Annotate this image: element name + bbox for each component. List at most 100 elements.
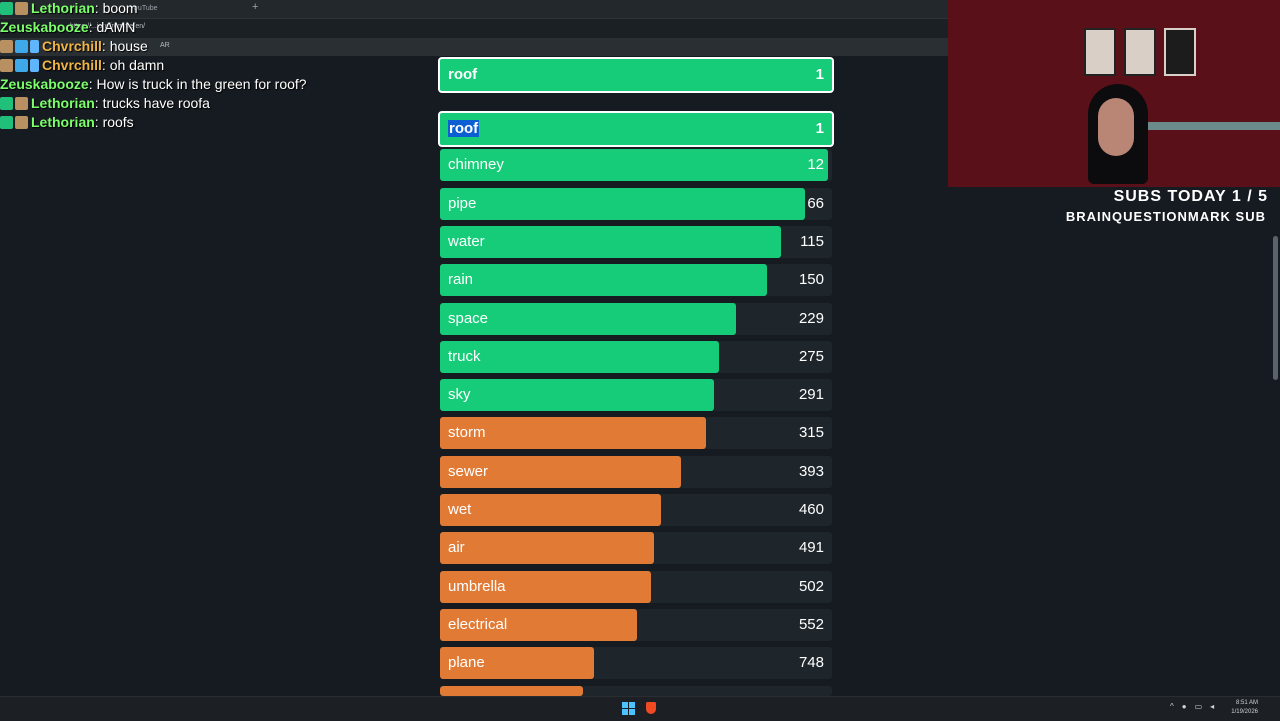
volume-icon[interactable]: ◂ xyxy=(1210,702,1215,711)
guess-row: electrical 552 xyxy=(440,609,832,641)
guess-word: rain xyxy=(448,271,474,288)
chat-username: Lethorian xyxy=(31,114,95,130)
similarity-bar xyxy=(440,532,654,564)
similarity-bar xyxy=(440,303,736,335)
windows-start-icon[interactable] xyxy=(622,702,635,715)
badge-icon xyxy=(15,1,28,15)
similarity-bar xyxy=(440,149,828,181)
guess-row: roof 1 xyxy=(438,111,834,147)
guess-rank: 66 xyxy=(807,195,824,212)
chat-username: Chvrchill xyxy=(42,57,102,73)
system-clock[interactable]: 8:51 AM 1/19/2026 xyxy=(1228,699,1258,717)
chat-text: boom xyxy=(102,0,138,16)
guess-word: wet xyxy=(448,501,472,518)
clock-date: 1/19/2026 xyxy=(1231,709,1258,715)
guess-word: chimney xyxy=(448,156,504,173)
chevron-up-icon[interactable]: ^ xyxy=(1170,702,1174,711)
guess-row: umbrella 502 xyxy=(440,571,832,603)
chat-message: Chvrchill: house xyxy=(0,36,148,56)
chat-username: Zeuskabooze xyxy=(0,76,89,92)
badge-icon xyxy=(15,58,28,72)
guess-rank: 115 xyxy=(800,233,824,250)
guess-rank: 315 xyxy=(798,424,824,441)
guess-rank: 552 xyxy=(798,616,824,633)
system-tray: ^ ● ▭ ◂ xyxy=(1170,702,1214,711)
chat-text: trucks have roofa xyxy=(102,95,210,111)
chat-message: Zeuskabooze: How is truck in the green f… xyxy=(0,76,307,92)
chat-username: Lethorian xyxy=(31,0,95,16)
chat-username: Zeuskabooze xyxy=(0,19,89,35)
guess-rank: 150 xyxy=(798,271,824,288)
chat-text: dAMN xyxy=(96,19,136,35)
chat-message: Zeuskabooze: dAMN xyxy=(0,19,136,35)
mic-icon[interactable]: ● xyxy=(1181,702,1187,711)
guess-rank: 460 xyxy=(798,501,824,518)
brave-shield-icon xyxy=(646,702,656,714)
guess-word: water xyxy=(448,233,485,250)
similarity-bar xyxy=(440,264,767,296)
guess-row: sky 291 xyxy=(440,379,832,411)
guess-row: storm 315 xyxy=(440,417,832,449)
bookmarks-bar: AR xyxy=(0,38,948,56)
guess-row: pipe 66 xyxy=(440,188,832,220)
brave-browser-icon[interactable] xyxy=(643,700,659,717)
taskbar: ^ ● ▭ ◂ 8:51 AM 1/19/2026 xyxy=(0,696,1280,721)
sword-icon xyxy=(30,39,39,53)
badge-icon xyxy=(0,58,13,72)
badges xyxy=(0,1,28,15)
scrollbar-thumb[interactable] xyxy=(1273,236,1278,380)
guess-rank: 229 xyxy=(798,310,824,327)
guess-word: pipe xyxy=(448,195,477,212)
selected-word: roof xyxy=(448,120,480,137)
badge-icon xyxy=(15,39,28,53)
chat-text: house xyxy=(109,38,148,54)
badges xyxy=(0,39,39,53)
chat-text: roofs xyxy=(102,114,134,130)
similarity-bar xyxy=(440,417,706,449)
chat-message: Chvrchill: oh damn xyxy=(0,55,164,75)
similarity-bar xyxy=(440,571,651,603)
browser-tab[interactable]: YouTube xyxy=(130,5,158,12)
chat-text: How is truck in the green for roof? xyxy=(96,76,307,92)
guess-row-partial xyxy=(440,686,832,696)
similarity-bar xyxy=(440,226,781,258)
guess-word: electrical xyxy=(448,616,508,633)
guess-row: air 491 xyxy=(440,532,832,564)
similarity-bar xyxy=(440,647,594,679)
address-bar[interactable]: https://...ionsfromme/en/ xyxy=(0,20,948,38)
network-icon[interactable]: ▭ xyxy=(1194,702,1203,711)
chat-message: Lethorian: boom xyxy=(0,0,138,18)
guess-word: roof xyxy=(448,66,478,83)
similarity-bar xyxy=(440,188,805,220)
subs-today: SUBS TODAY 1 / 5 xyxy=(1113,188,1268,205)
guess-rank: 1 xyxy=(815,120,824,137)
chat-username: Chvrchill xyxy=(42,38,102,54)
similarity-bar xyxy=(440,379,714,411)
chat-message: Lethorian: trucks have roofa xyxy=(0,93,210,113)
guess-row: sewer 393 xyxy=(440,456,832,488)
guess-row: wet 460 xyxy=(440,494,832,526)
wall-art xyxy=(1164,28,1196,76)
scrollbar[interactable] xyxy=(1272,230,1280,696)
guess-rank: 748 xyxy=(798,654,824,671)
guess-row: space 229 xyxy=(440,303,832,335)
similarity-bar xyxy=(440,494,661,526)
bookmark-item[interactable]: AR xyxy=(160,42,170,49)
guess-row: chimney 12 xyxy=(440,149,832,181)
guess-rank: 491 xyxy=(798,539,824,556)
similarity-bar xyxy=(440,456,681,488)
badges xyxy=(0,96,28,110)
new-tab-icon[interactable]: + xyxy=(252,1,259,13)
guess-rank: 275 xyxy=(798,348,824,365)
address-text[interactable]: https://...ionsfromme/en/ xyxy=(70,23,146,30)
badge-icon xyxy=(15,96,28,110)
guess-rank: 393 xyxy=(798,463,824,480)
guess-row: rain 150 xyxy=(440,264,832,296)
guess-row: plane 748 xyxy=(440,647,832,679)
guess-word: storm xyxy=(448,424,486,441)
similarity-bar xyxy=(440,686,583,696)
guess-word: umbrella xyxy=(448,578,506,595)
badge-icon xyxy=(0,1,13,15)
guess-word: truck xyxy=(448,348,481,365)
last-guess: roof 1 xyxy=(438,57,834,93)
